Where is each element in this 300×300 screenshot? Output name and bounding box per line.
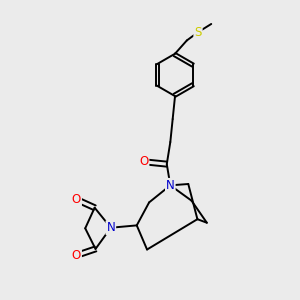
Text: O: O: [139, 155, 148, 168]
Text: S: S: [194, 26, 202, 39]
Text: O: O: [72, 193, 81, 206]
Text: O: O: [72, 249, 81, 262]
Text: N: N: [166, 179, 175, 192]
Text: N: N: [106, 221, 115, 234]
